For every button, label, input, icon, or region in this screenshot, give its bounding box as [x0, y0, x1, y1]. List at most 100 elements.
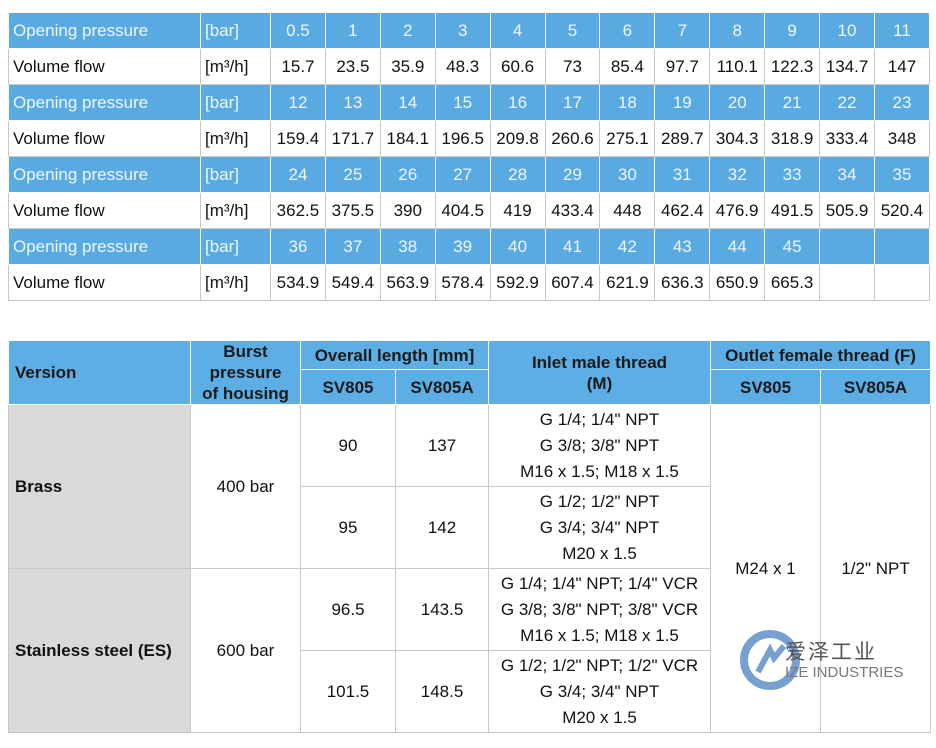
cell-value: 196.5	[434, 120, 491, 157]
table-row: Volume flow [m³/h] 159.4 171.7 184.1 196.5 209…	[8, 120, 931, 157]
cell-value: 260.6	[544, 120, 601, 157]
watermark: 爱泽工业 IZE INDUSTRIES	[740, 628, 936, 692]
row-unit: [m³/h]	[200, 120, 271, 157]
cell-value: 42	[599, 228, 656, 265]
cell-value: 621.9	[599, 264, 656, 301]
text-line: M20 x 1.5	[562, 543, 637, 563]
row-label: Volume flow	[8, 192, 201, 229]
empty-cell	[873, 264, 931, 301]
cell-value: 333.4	[819, 120, 875, 157]
row-label: Opening pressure	[8, 12, 201, 49]
cell-value: 462.4	[654, 192, 711, 229]
cell-value: 23	[873, 84, 931, 121]
cell-value: 10	[819, 12, 875, 49]
version: Brass	[8, 404, 191, 569]
row-unit: [bar]	[200, 228, 271, 265]
length-sv805: 90	[300, 404, 396, 487]
header-outlet: Outlet female thread (F)	[710, 340, 932, 370]
row-label: Opening pressure	[8, 228, 201, 265]
text-line: G 1/4; 1/4" NPT	[539, 409, 660, 429]
header-row: Version Burst pressure of housing Overall le…	[8, 340, 932, 405]
cell-value: 433.4	[544, 192, 601, 229]
body-row: Brass 400 bar 90 137 G 1/4; 1/4" NPT G 3/8; 3…	[8, 404, 932, 733]
cell-value: 38	[379, 228, 436, 265]
cell-value: 592.9	[489, 264, 546, 301]
text-line: of housing	[202, 384, 289, 403]
length-sv805: 96.5	[300, 568, 396, 651]
cell-value: 43	[654, 228, 711, 265]
cell-value: 19	[654, 84, 711, 121]
cell-value: 36	[270, 228, 326, 265]
cell-value: 665.3	[764, 264, 821, 301]
length-sv805a: 142	[394, 486, 490, 569]
cell-value: 39	[434, 228, 491, 265]
table-row: Opening pressure [bar] 12 13 14 15 16 17 18 19 20 2…	[8, 84, 931, 121]
text-line: G 3/8; 3/8" NPT; 3/8" VCR	[500, 599, 699, 619]
cell-value: 134.7	[819, 48, 875, 85]
row-unit: [bar]	[200, 156, 271, 193]
cell-value: 16	[489, 84, 546, 121]
table-row: Volume flow [m³/h] 362.5 375.5 390 404.5 419 43…	[8, 192, 931, 229]
cell-value: 21	[764, 84, 821, 121]
header-inlet: Inlet male thread (M)	[488, 340, 712, 405]
cell-value: 534.9	[270, 264, 326, 301]
body-row: Stainless steel (ES) 600 bar 96.5 143.5 G 1/…	[8, 568, 931, 733]
cell-value: 20	[709, 84, 766, 121]
cell-value: 636.3	[654, 264, 711, 301]
cell-value: 275.1	[599, 120, 656, 157]
length-sv805a: 137	[394, 404, 490, 487]
header-burst: Burst pressure of housing	[190, 340, 301, 405]
cell-value: 18	[599, 84, 656, 121]
row-unit: [m³/h]	[200, 192, 271, 229]
cell-value: 17	[544, 84, 601, 121]
cell-value: 33	[764, 156, 821, 193]
header-model: SV805A	[394, 369, 490, 405]
cell-value: 15.7	[270, 48, 326, 85]
inlet-thread: G 1/4; 1/4" NPT; 1/4" VCR G 3/8; 3/8" NPT…	[488, 568, 712, 651]
cell-value: 505.9	[819, 192, 875, 229]
cell-value: 11	[873, 12, 931, 49]
cell-value: 375.5	[324, 192, 381, 229]
cell-value: 24	[270, 156, 326, 193]
length-sv805: 101.5	[300, 650, 396, 733]
cell-value: 60.6	[489, 48, 546, 85]
text-line: M20 x 1.5	[562, 707, 637, 727]
cell-value: 289.7	[654, 120, 711, 157]
cell-value: 5	[544, 12, 601, 49]
cell-value: 348	[873, 120, 931, 157]
logo-icon	[740, 630, 800, 690]
row-label: Volume flow	[8, 48, 201, 85]
cell-value: 8	[709, 12, 766, 49]
logo-cn: 爱泽工业	[785, 640, 877, 664]
cell-value: 34	[819, 156, 875, 193]
cell-value: 491.5	[764, 192, 821, 229]
cell-value: 29	[544, 156, 601, 193]
cell-value: 12	[270, 84, 326, 121]
cell-value: 2	[379, 12, 436, 49]
row-unit: [m³/h]	[200, 48, 271, 85]
header-model: SV805A	[820, 369, 932, 405]
cell-value: 27	[434, 156, 491, 193]
text-line: G 3/4; 3/4" NPT	[539, 517, 660, 537]
cell-value: 184.1	[379, 120, 436, 157]
cell-value: 3	[434, 12, 491, 49]
row-label: Volume flow	[8, 264, 201, 301]
row-unit: [bar]	[200, 12, 271, 49]
cell-value: 549.4	[324, 264, 381, 301]
cell-value: 362.5	[270, 192, 326, 229]
cell-value: 14	[379, 84, 436, 121]
burst-pressure: 400 bar	[190, 404, 301, 569]
table-row: Volume flow [m³/h] 15.7 23.5 35.9 48.3 60.6 73 8…	[8, 48, 931, 85]
length-sv805a: 148.5	[394, 650, 490, 733]
inlet-thread: G 1/2; 1/2" NPT; 1/2" VCR G 3/4; 3/4" NPT…	[488, 650, 712, 733]
cell-value: 85.4	[599, 48, 656, 85]
header-model: SV805	[300, 369, 396, 405]
row-unit: [bar]	[200, 84, 271, 121]
table-row: Opening pressure [bar] 24 25 26 27 28 29 30 31 32 3…	[8, 156, 931, 193]
text-line: G 3/4; 3/4" NPT	[539, 681, 660, 701]
cell-value: 28	[489, 156, 546, 193]
cell-value: 22	[819, 84, 875, 121]
cell-value: 48.3	[434, 48, 491, 85]
cell-value: 13	[324, 84, 381, 121]
header-model: SV805	[710, 369, 822, 405]
